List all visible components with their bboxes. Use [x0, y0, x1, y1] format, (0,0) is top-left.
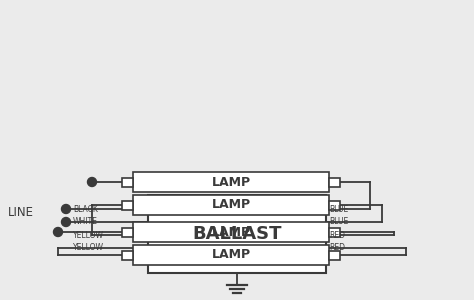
Bar [133, 195, 329, 215]
Circle shape [62, 205, 71, 214]
Bar [122, 227, 133, 236]
Bar [329, 250, 340, 260]
Text: BALLAST: BALLAST [192, 225, 282, 243]
Text: WHITE: WHITE [73, 218, 98, 226]
Text: YELLOW: YELLOW [73, 230, 104, 239]
Bar [133, 172, 329, 192]
Circle shape [88, 178, 97, 187]
Text: LINE: LINE [8, 206, 34, 218]
Bar [148, 195, 326, 273]
Text: LAMP: LAMP [211, 248, 251, 262]
Bar [329, 178, 340, 187]
Text: LAMP: LAMP [211, 199, 251, 212]
Text: RED: RED [329, 230, 345, 239]
Text: BLUE: BLUE [329, 218, 348, 226]
Text: RED: RED [329, 244, 345, 253]
Bar [133, 245, 329, 265]
Text: BLUE: BLUE [329, 205, 348, 214]
Bar [329, 227, 340, 236]
Text: BLACK: BLACK [73, 205, 98, 214]
Circle shape [54, 227, 63, 236]
Bar [122, 250, 133, 260]
Bar [329, 200, 340, 209]
Text: LAMP: LAMP [211, 226, 251, 238]
Bar [122, 178, 133, 187]
Bar [122, 200, 133, 209]
Text: LAMP: LAMP [211, 176, 251, 188]
Circle shape [62, 218, 71, 226]
Text: YELLOW: YELLOW [73, 244, 104, 253]
Bar [133, 222, 329, 242]
